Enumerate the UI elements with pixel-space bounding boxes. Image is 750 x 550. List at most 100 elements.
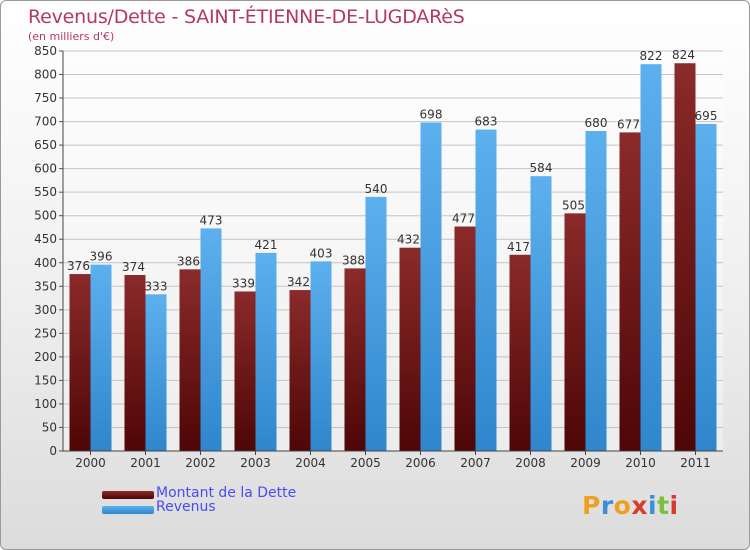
data-label-revenus: 473 [200, 213, 223, 227]
x-axis: 2000 2001 2002 2003 2004 2005 2006 2007 2008 2009… [63, 450, 723, 470]
x-tick-label: 2011 [680, 456, 711, 470]
bar-dette [289, 290, 311, 451]
x-tick-label: 2004 [295, 456, 326, 470]
y-tick-label: 400 [34, 256, 57, 270]
bar-revenus [695, 123, 717, 452]
x-tick-label: 2007 [460, 456, 491, 470]
data-label-dette: 477 [452, 212, 475, 226]
grid-lines [63, 50, 723, 452]
data-label-revenus: 683 [475, 115, 498, 129]
y-tick-label: 300 [34, 303, 57, 317]
x-tick-label: 2008 [515, 456, 546, 470]
y-tick-label: 450 [34, 232, 57, 246]
bars [69, 63, 717, 452]
bar-dette [344, 268, 366, 451]
bar-revenus [310, 261, 332, 451]
bar-dette [69, 274, 91, 451]
legend-swatch-revenus [102, 506, 154, 514]
bar-revenus [420, 122, 442, 451]
logo-letter: r [600, 491, 614, 520]
x-tick-label: 2005 [350, 456, 381, 470]
y-tick-label: 350 [34, 279, 57, 293]
bar-dette [509, 254, 531, 451]
data-label-revenus: 396 [90, 250, 113, 264]
bar-revenus [90, 264, 112, 451]
y-tick-label: 50 [42, 420, 57, 434]
plot-area [63, 51, 723, 451]
bar-revenus [640, 64, 662, 452]
logo-letter: i [669, 491, 679, 520]
legend-swatch-dette [102, 491, 154, 499]
y-tick-label: 0 [49, 444, 57, 458]
logo-letter: x [631, 491, 648, 520]
bar-revenus [255, 252, 277, 451]
x-tick-label: 2002 [185, 456, 216, 470]
bar-dette [124, 275, 146, 451]
bar-revenus [200, 228, 222, 451]
bar-revenus [475, 129, 497, 451]
logo-letter: t [657, 491, 670, 520]
bar-revenus [530, 176, 552, 452]
logo-letter: o [613, 491, 632, 520]
y-tick-label: 200 [34, 350, 57, 364]
bar-dette [179, 269, 201, 451]
data-label-revenus: 698 [420, 108, 443, 122]
x-tick-label: 2010 [625, 456, 656, 470]
logo-letter: P [582, 491, 601, 520]
plot-background [63, 51, 723, 451]
y-axis: 0 50 100 150 200 250 300 350 400 450 500 550 600 650 7… [34, 44, 64, 458]
data-label-dette: 339 [232, 276, 255, 290]
x-tick-label: 2000 [75, 456, 106, 470]
bar-dette [454, 226, 476, 451]
data-label-dette: 376 [67, 259, 90, 273]
y-tick-label: 550 [34, 185, 57, 199]
y-tick-label: 850 [34, 44, 57, 58]
y-tick-label: 150 [34, 373, 57, 387]
data-label-revenus: 584 [530, 161, 553, 175]
y-tick-label: 250 [34, 326, 57, 340]
data-label-dette: 824 [672, 48, 695, 62]
data-label-dette: 677 [617, 117, 640, 131]
data-label-dette: 388 [342, 253, 365, 267]
bar-dette [564, 213, 586, 451]
x-tick-label: 2003 [240, 456, 271, 470]
y-tick-label: 800 [34, 68, 57, 82]
y-tick-label: 500 [34, 209, 57, 223]
legend-label-revenus: Revenus [156, 499, 216, 515]
data-label-dette: 342 [287, 275, 310, 289]
bar-dette [399, 247, 421, 451]
y-tick-label: 750 [34, 91, 57, 105]
x-tick-label: 2006 [405, 456, 436, 470]
data-label-revenus: 403 [310, 246, 333, 260]
y-tick-label: 650 [34, 138, 57, 152]
data-label-revenus: 822 [640, 49, 663, 63]
logo-letter: i [648, 491, 658, 520]
y-tick-label: 600 [34, 162, 57, 176]
legend-label-dette: Montant de la Dette [156, 485, 297, 501]
data-label-revenus: 680 [585, 116, 608, 130]
x-tick-label: 2009 [570, 456, 601, 470]
bar-revenus [365, 196, 387, 451]
data-label-dette: 374 [122, 260, 145, 274]
chart-subtitle: (en milliers d'€) [28, 30, 115, 43]
data-label-revenus: 421 [255, 238, 278, 252]
bar-dette [234, 291, 256, 451]
x-tick-label: 2001 [130, 456, 161, 470]
data-label-revenus: 333 [145, 279, 168, 293]
chart-title: Revenus/Dette - SAINT-ÉTIENNE-DE-LUGDARè… [28, 6, 465, 28]
bar-revenus [145, 294, 167, 451]
data-label-dette: 505 [562, 198, 585, 212]
proxiti-logo: Proxiti [582, 491, 679, 520]
y-tick-label: 700 [34, 115, 57, 129]
data-label-dette: 417 [507, 240, 530, 254]
bar-revenus [585, 131, 607, 451]
data-label-revenus: 540 [365, 182, 388, 196]
y-tick-label: 100 [34, 397, 57, 411]
data-label-revenus: 695 [695, 109, 718, 123]
data-label-dette: 432 [397, 233, 420, 247]
data-label-dette: 386 [177, 254, 200, 268]
bar-dette [674, 63, 696, 452]
